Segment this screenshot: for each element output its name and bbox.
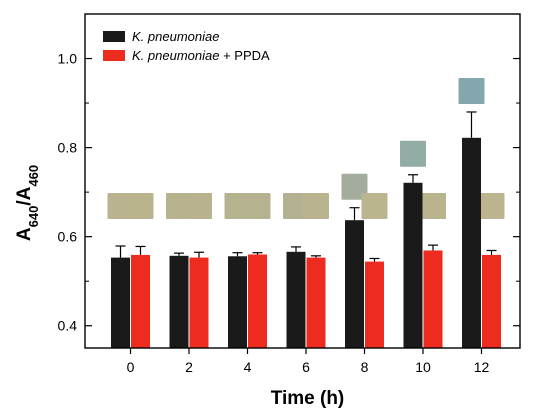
color-swatch-series2-t12 — [478, 193, 505, 219]
x-tick-label-4: 4 — [244, 359, 252, 375]
bar-series1-t12 — [462, 137, 481, 348]
y-tick-label-0.8: 0.8 — [58, 140, 78, 156]
bar-series1-t10 — [403, 182, 423, 348]
y-axis-title: A640/A460 — [14, 165, 41, 241]
legend-swatch-k-pneumoniae-ppda — [103, 50, 125, 61]
axis-layer: 0 2 4 6 8 10 12 0.4 0.6 0.8 1.0 — [58, 13, 521, 375]
color-swatch-series2-t2 — [186, 193, 212, 219]
color-swatch-series1-t4 — [224, 193, 251, 219]
y-tick-label-0.6: 0.6 — [58, 229, 78, 245]
color-swatch-layer — [107, 77, 505, 219]
bar-series1-t6 — [286, 251, 306, 348]
bar-series2-t4 — [248, 254, 267, 348]
color-swatch-series2-t0 — [127, 193, 154, 219]
color-swatch-series2-t4 — [244, 193, 271, 219]
x-axis-title: Time (h) — [271, 388, 345, 409]
bar-series1-t8 — [345, 220, 364, 348]
bar-series2-t12 — [482, 254, 501, 348]
y-tick-label-0.4: 0.4 — [58, 318, 78, 334]
plot-frame — [84, 13, 521, 349]
bar-series2-t8 — [365, 261, 384, 348]
color-swatch-series1-t10 — [400, 140, 426, 167]
bar-series2-t2 — [189, 257, 209, 348]
bar-series1-t2 — [169, 255, 189, 348]
color-swatch-series1-t0 — [107, 193, 134, 219]
bar-series1-t4 — [228, 256, 247, 348]
color-swatch-series2-t10 — [420, 193, 446, 219]
bar-series2-t10 — [423, 250, 443, 348]
color-swatch-series2-t6 — [303, 193, 329, 219]
legend-label-k-pneumoniae: K. pneumoniae — [132, 29, 219, 44]
bar-series1-t0 — [111, 257, 130, 348]
color-swatch-series1-t12 — [458, 77, 485, 104]
bar-series2-t6 — [306, 257, 326, 348]
x-tick-label-6: 6 — [302, 359, 310, 375]
color-swatch-series1-t2 — [166, 193, 192, 219]
legend-swatch-k-pneumoniae — [103, 31, 125, 42]
x-tick-label-2: 2 — [185, 359, 193, 375]
color-swatch-series1-t8 — [341, 173, 368, 200]
legend-label-k-pneumoniae-ppda: K. pneumoniae + PPDA — [132, 48, 270, 63]
color-swatch-series1-t6 — [283, 193, 309, 219]
x-tick-label-12: 12 — [474, 359, 490, 375]
bar-layer — [111, 111, 501, 348]
legend: K. pneumoniae K. pneumoniae + PPDA — [103, 29, 270, 63]
bar-series2-t0 — [131, 254, 150, 348]
x-tick-label-8: 8 — [361, 359, 369, 375]
y-tick-label-1.0: 1.0 — [58, 51, 78, 67]
x-tick-label-0: 0 — [127, 359, 135, 375]
x-tick-label-10: 10 — [415, 359, 431, 375]
color-swatch-series2-t8 — [361, 193, 388, 219]
